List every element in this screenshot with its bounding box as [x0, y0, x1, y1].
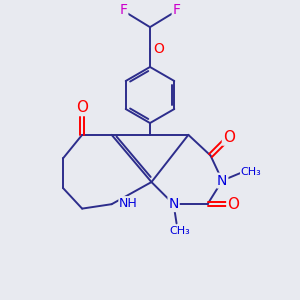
- Text: N: N: [217, 174, 227, 188]
- Text: CH₃: CH₃: [169, 226, 190, 236]
- Text: N: N: [168, 197, 179, 211]
- Text: CH₃: CH₃: [241, 167, 262, 177]
- Text: O: O: [227, 197, 239, 212]
- Text: F: F: [119, 3, 128, 17]
- Text: O: O: [153, 42, 164, 56]
- Text: O: O: [223, 130, 235, 145]
- Text: O: O: [76, 100, 88, 115]
- Text: NH: NH: [119, 197, 138, 210]
- Text: F: F: [172, 3, 181, 17]
